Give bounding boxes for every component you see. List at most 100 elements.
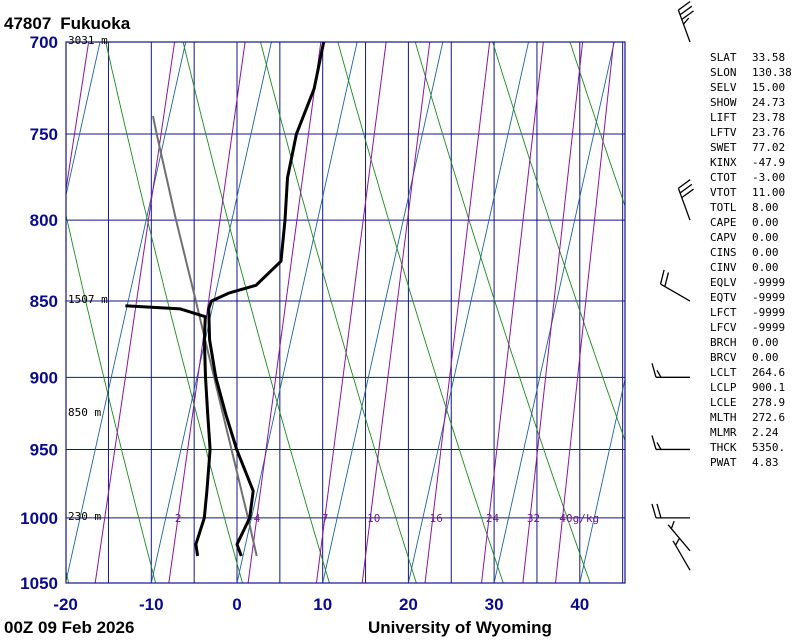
dry-adiabat-line [105, 42, 243, 583]
index-value: 0.00 [752, 216, 779, 229]
mixing-ratio-label: 32 [527, 512, 540, 525]
index-key: SLON [710, 66, 737, 79]
index-row: LCLE 278.9 [710, 395, 792, 410]
chart-title: 47807 Fukuoka [4, 14, 131, 33]
index-key: CINV [710, 261, 737, 274]
index-row: CAPE 0.00 [710, 215, 792, 230]
isotherm-line [150, 42, 272, 583]
index-key: BRCH [710, 336, 737, 349]
index-row: SELV 15.00 [710, 80, 792, 95]
station-id: 47807 [4, 14, 51, 33]
dry-adiabat-line [260, 42, 417, 583]
index-row: SLAT 33.58 [710, 50, 792, 65]
index-row: SLON 130.38 [710, 65, 792, 80]
index-value: 5350. [752, 441, 786, 454]
dry-adiabat-line [66, 569, 70, 583]
index-row: SWET 77.02 [710, 140, 792, 155]
index-value: 130.38 [752, 66, 792, 79]
index-key: LCLT [710, 366, 737, 379]
index-value: 4.83 [752, 456, 779, 469]
mixing-ratio-label: 40g/kg [559, 512, 599, 525]
height-label: 3031 m [68, 34, 108, 47]
index-key: LCLP [710, 381, 737, 394]
index-key: CTOT [710, 171, 737, 184]
plot-grid [66, 42, 625, 583]
pressure-tick-label: 800 [30, 211, 58, 230]
index-row: MLMR 2.24 [710, 425, 792, 440]
isotherm-line [579, 377, 625, 583]
mixing-ratio-line [66, 42, 90, 193]
index-row: BRCH 0.00 [710, 335, 792, 350]
index-key: SLAT [710, 51, 737, 64]
sounding-profiles [125, 41, 326, 557]
index-key: EQTV [710, 291, 737, 304]
mixing-ratio-line [361, 42, 431, 583]
index-value: 77.02 [752, 141, 786, 154]
index-value: 2.24 [752, 426, 779, 439]
temperature-tick-label: 20 [399, 595, 418, 614]
index-key: LFCV [710, 321, 737, 334]
mixing-ratio-line [424, 42, 491, 583]
mixing-ratio-line [555, 42, 615, 583]
index-value: 23.76 [752, 126, 786, 139]
isotherm-line [322, 42, 444, 583]
index-row: SHOW 24.73 [710, 95, 792, 110]
dry-adiabat-line [337, 42, 504, 583]
isotherm-line [66, 42, 187, 583]
isotherm-line [66, 42, 101, 198]
pressure-tick-label: 950 [30, 440, 58, 459]
index-value: 24.73 [752, 96, 786, 109]
temperature-tick-label: 40 [570, 595, 589, 614]
index-row: LCLP 900.1 [710, 380, 792, 395]
mixing-ratio-line [168, 42, 246, 583]
wind-barb [667, 520, 691, 552]
index-value: 264.6 [752, 366, 786, 379]
index-row: BRCV 0.00 [710, 350, 792, 365]
index-key: LIFT [710, 111, 737, 124]
index-key: VTOT [710, 186, 737, 199]
index-row: LFTV 23.76 [710, 125, 792, 140]
pressure-tick-label: 850 [30, 292, 58, 311]
plot-frame [65, 41, 626, 584]
index-value: 0.00 [752, 261, 779, 274]
temperature-tick-label: -20 [53, 595, 78, 614]
index-value: -9999 [752, 276, 786, 289]
index-row: TOTL 8.00 [710, 200, 792, 215]
wind-barb [651, 435, 690, 451]
wind-barb [659, 269, 691, 302]
mixing-ratio-label: 24 [486, 512, 500, 525]
index-key: EQLV [710, 276, 737, 289]
index-value: 272.6 [752, 411, 786, 424]
dewpoint-profile-line [125, 304, 212, 557]
index-value: -9999 [752, 321, 786, 334]
footer-time: 00Z 09 Feb 2026 [4, 618, 134, 637]
temperature-tick-label: 10 [313, 595, 332, 614]
mixing-ratio-label: 4 [254, 512, 261, 525]
index-row: LIFT 23.78 [710, 110, 792, 125]
isotherm-line [407, 42, 529, 583]
index-value: 23.78 [752, 111, 786, 124]
index-key: CINS [710, 246, 737, 259]
wind-barbs [651, 0, 694, 571]
index-key: MLTH [710, 411, 737, 424]
station-name: Fukuoka [60, 14, 130, 33]
index-row: CINV 0.00 [710, 260, 792, 275]
pressure-tick-label: 1000 [20, 509, 58, 528]
index-key: TOTL [710, 201, 737, 214]
dry-adiabat-line [569, 42, 625, 208]
temperature-profile-line [207, 41, 326, 557]
mixing-ratio-line [522, 42, 584, 583]
mixing-ratio-line [481, 42, 544, 583]
index-value: 0.00 [752, 231, 779, 244]
index-value: -3.00 [752, 171, 786, 184]
index-row: EQTV -9999 [710, 290, 792, 305]
index-value: 0.00 [752, 246, 779, 259]
index-row: EQLV -9999 [710, 275, 792, 290]
index-key: THCK [710, 441, 737, 454]
index-row: CINS 0.00 [710, 245, 792, 260]
index-row: LFCV -9999 [710, 320, 792, 335]
index-row: PWAT 4.83 [710, 455, 792, 470]
height-label: 1507 m [68, 293, 108, 306]
index-key: LFCT [710, 306, 737, 319]
